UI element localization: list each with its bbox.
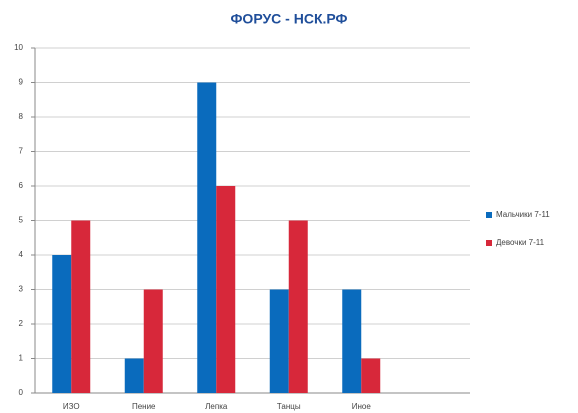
x-tick-label: ИЗО (63, 402, 80, 411)
legend-label: Мальчики 7-11 (496, 210, 550, 219)
y-tick-label: 5 (19, 216, 24, 225)
bar (197, 82, 217, 393)
bar (52, 255, 72, 393)
y-tick-label: 8 (19, 112, 24, 121)
x-tick-label: Иное (352, 402, 372, 411)
y-tick-label: 9 (19, 78, 24, 87)
bar (288, 220, 308, 393)
chart-title: ФОРУС - НСК.РФ (230, 11, 347, 27)
x-tick-label: Танцы (277, 402, 301, 411)
x-tick-label: Лепка (205, 402, 228, 411)
bar (269, 289, 289, 393)
x-tick-label: Пение (132, 402, 156, 411)
y-tick-label: 1 (19, 354, 24, 363)
bar (342, 289, 362, 393)
y-tick-label: 2 (19, 319, 24, 328)
bar (361, 358, 381, 393)
legend-swatch (486, 240, 492, 246)
bar (143, 289, 163, 393)
y-tick-label: 6 (19, 181, 24, 190)
y-tick-label: 3 (19, 285, 24, 294)
bar (71, 220, 91, 393)
bar (124, 358, 144, 393)
y-tick-label: 4 (19, 250, 24, 259)
bar (216, 186, 236, 393)
y-tick-label: 10 (14, 43, 23, 52)
legend-swatch (486, 212, 492, 218)
y-tick-label: 0 (19, 388, 24, 397)
y-tick-label: 7 (19, 147, 24, 156)
legend-label: Девочки 7-11 (496, 238, 545, 247)
